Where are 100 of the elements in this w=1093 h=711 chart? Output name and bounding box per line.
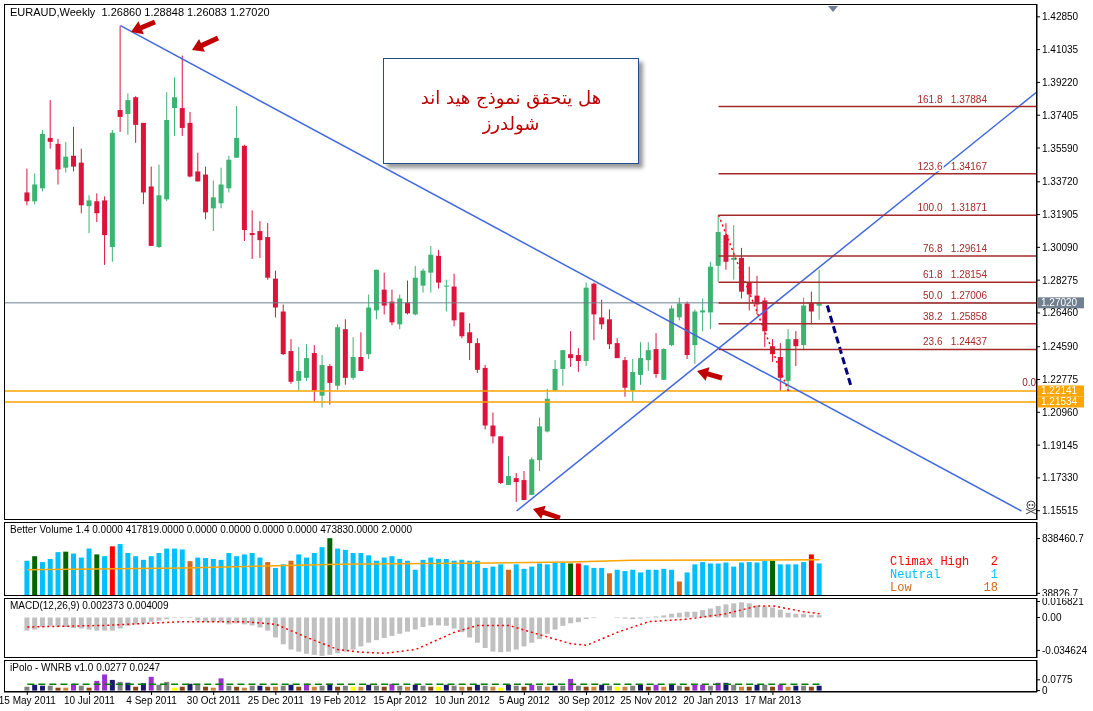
bar (661, 615, 667, 618)
bar (738, 562, 744, 596)
candlestick (676, 297, 682, 321)
y-tick-label: 0.0775 (1042, 674, 1074, 686)
bar (117, 617, 123, 629)
bar (47, 558, 53, 596)
bar (78, 617, 84, 629)
bar (397, 685, 403, 691)
bar (738, 686, 744, 691)
bar (125, 553, 131, 596)
bar (311, 617, 317, 655)
note-box: هل يتحقق نموذج هيد اند شولدرز (383, 58, 639, 164)
bar (816, 563, 822, 596)
bar (257, 617, 263, 628)
bar (513, 617, 519, 650)
bar (234, 556, 240, 596)
bar (296, 617, 302, 652)
bar (645, 569, 651, 596)
x-tick-label: 30 Oct 2011 (186, 695, 242, 707)
bar (86, 548, 92, 596)
bar (544, 686, 550, 691)
bar (156, 617, 162, 621)
bar (148, 617, 154, 622)
bar (754, 562, 760, 596)
bar (86, 687, 92, 691)
bar (459, 686, 465, 691)
candlestick (521, 470, 527, 501)
bar (327, 538, 333, 596)
bar (272, 567, 278, 596)
bar (443, 684, 449, 691)
bar (816, 685, 822, 691)
candlestick (257, 220, 263, 259)
bar (513, 564, 519, 596)
bar (133, 556, 139, 596)
bar (568, 563, 574, 596)
x-tick-label: 15 May 2011 (0, 695, 57, 707)
ref-line-label: 1.27020 (1041, 297, 1078, 309)
y-tick-label: 1.28275 (1042, 274, 1079, 286)
bar (412, 684, 418, 691)
bar (358, 617, 364, 647)
bar (630, 569, 636, 596)
candlestick (428, 245, 434, 294)
bar (746, 686, 752, 691)
bar (692, 684, 698, 691)
bar (467, 617, 473, 638)
bar (342, 617, 348, 652)
bar (428, 557, 434, 596)
bar (125, 617, 131, 626)
annotation: Low (890, 581, 912, 595)
bar (24, 617, 30, 631)
candlestick (210, 180, 216, 232)
bar (55, 687, 61, 691)
bar (39, 685, 45, 691)
bar (770, 686, 776, 691)
y-tick-label: 1.35590 (1042, 142, 1079, 154)
bar (436, 686, 442, 691)
bar (785, 686, 791, 691)
bar (381, 617, 387, 639)
bar (226, 553, 232, 596)
bar (762, 684, 768, 691)
bar (436, 558, 442, 596)
bar (218, 678, 224, 691)
candlestick (195, 152, 201, 182)
bar (47, 685, 53, 691)
chart-title: Better Volume 1.4 0.0000 417819.0000 0.0000 0.0000 0.0000 0.0000 473830.0000 2.0000 (10, 524, 413, 535)
bar (653, 684, 659, 691)
bar (801, 562, 807, 596)
bar (47, 617, 53, 626)
bar (358, 686, 364, 691)
bar (304, 557, 310, 596)
bar (505, 569, 511, 596)
candlestick (700, 298, 706, 332)
bar (55, 617, 61, 627)
bar (311, 553, 317, 596)
bar (366, 617, 372, 643)
y-tick-label: 0 (1042, 685, 1048, 697)
bar (583, 686, 589, 691)
bar (754, 684, 760, 691)
annotation: هل يتحقق نموذج هيد اند شولدرز (419, 86, 603, 137)
bar (707, 563, 713, 596)
bar (335, 548, 341, 596)
bar (218, 617, 224, 623)
x-tick-label: 10 Jul 2011 (63, 695, 116, 707)
x-tick-label: 17 Mar 2013 (744, 695, 802, 707)
bar (405, 560, 410, 596)
bar (614, 686, 620, 691)
series-label: 100.0 1.31871 (917, 202, 988, 214)
bar (342, 549, 348, 596)
bar (335, 617, 341, 654)
candlestick (513, 472, 519, 503)
bar (210, 558, 216, 596)
bar (63, 687, 69, 691)
bar (583, 565, 589, 596)
bar (412, 569, 418, 596)
bar (373, 617, 379, 641)
bar (350, 553, 356, 596)
y-tick-label: 1.15515 (1042, 505, 1079, 517)
bar (684, 686, 690, 691)
bar (731, 566, 737, 596)
bar (505, 684, 511, 691)
